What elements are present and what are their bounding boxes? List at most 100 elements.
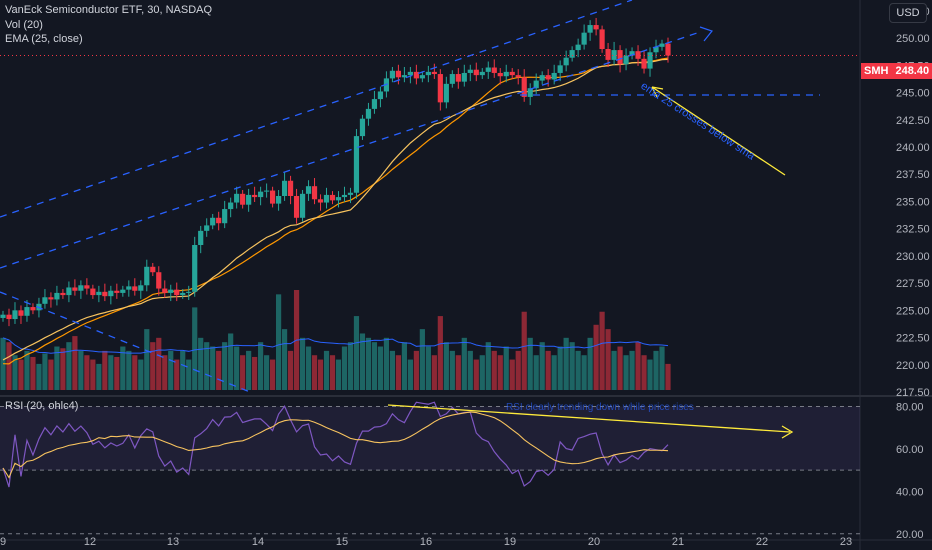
candle-body — [491, 67, 497, 73]
candle-body — [413, 71, 419, 79]
candle-body — [569, 50, 575, 58]
crossover-arrowhead — [651, 86, 664, 98]
candle-body — [24, 307, 30, 316]
volume-bar — [287, 350, 294, 390]
volume-bar — [84, 355, 90, 390]
candle-body — [365, 108, 372, 119]
volume-bar — [425, 346, 431, 390]
candle-body — [90, 288, 96, 296]
candle-body — [449, 74, 455, 84]
volume-bar — [120, 346, 126, 390]
candle-body — [78, 285, 84, 291]
time-tick-label: 23 — [840, 536, 852, 548]
volume-bar — [443, 342, 449, 390]
candle-body — [240, 193, 246, 205]
volume-bar — [234, 346, 240, 390]
volume-bar — [437, 316, 443, 390]
price-tick-label: 250.00 — [896, 33, 930, 45]
price-tick-label: 217.50 — [896, 387, 930, 399]
candle-body — [611, 50, 617, 60]
price-tag-symbol: SMH — [861, 63, 892, 79]
candle-body — [593, 25, 599, 30]
candle-body — [174, 289, 180, 296]
candle-body — [629, 51, 635, 56]
volume-bar — [24, 350, 30, 390]
price-tick-label: 242.50 — [896, 115, 930, 127]
volume-bar — [138, 359, 144, 390]
candle-body — [581, 32, 587, 45]
volume-bar — [575, 350, 581, 390]
volume-bar — [258, 342, 264, 390]
candle-body — [120, 289, 126, 293]
volume-bar — [353, 316, 360, 390]
volume-bar — [180, 350, 186, 390]
volume-bar — [174, 359, 180, 390]
channel-lower-line — [0, 31, 701, 269]
rsi-trend-annotation[interactable]: RSI clearly trending down while price ri… — [506, 402, 694, 413]
volume-bar — [431, 355, 437, 390]
candle-body — [401, 75, 407, 78]
candle-body — [461, 72, 467, 82]
candle-body — [305, 186, 312, 194]
volume-bar — [12, 355, 18, 390]
last-price-tag: SMH 248.40 — [861, 63, 932, 79]
volume-bar — [108, 355, 114, 390]
volume-bar — [605, 329, 611, 390]
volume-bar — [407, 359, 413, 390]
volume-bar — [479, 355, 485, 390]
volume-bar — [42, 353, 48, 390]
volume-bar — [198, 337, 204, 390]
volume-bar — [216, 350, 222, 390]
volume-bar — [48, 359, 54, 390]
candle-body — [287, 180, 294, 196]
candle-body — [156, 272, 162, 289]
candle-body — [72, 287, 78, 291]
rsi-tick-label: 60.00 — [896, 444, 924, 456]
candle-body — [443, 83, 449, 103]
currency-button[interactable]: USD — [889, 3, 927, 23]
candle-body — [42, 297, 48, 304]
candle-body — [527, 88, 533, 97]
time-tick-label: 21 — [672, 536, 684, 548]
candle-body — [653, 46, 659, 53]
candle-body — [485, 67, 491, 72]
volume-bar — [114, 356, 120, 390]
volume-bar — [329, 355, 336, 390]
ema-legend[interactable]: EMA (25, close) — [5, 33, 83, 45]
candle-body — [545, 75, 551, 80]
volume-legend[interactable]: Vol (20) — [5, 19, 43, 31]
volume-bar — [6, 342, 12, 390]
rsi-ma-line — [2, 411, 669, 479]
volume-bar — [36, 363, 42, 390]
candle-body — [6, 314, 12, 320]
volume-bar — [557, 346, 563, 390]
price-tick-label: 222.50 — [896, 333, 930, 345]
candle-body — [204, 225, 210, 231]
volume-bar — [617, 346, 623, 390]
sma-line — [2, 57, 669, 365]
candle-body — [521, 77, 527, 97]
volume-bar — [323, 350, 330, 390]
candle-body — [48, 297, 54, 300]
time-tick-label: 12 — [84, 536, 96, 548]
volume-bar — [659, 346, 665, 390]
candle-body — [431, 71, 437, 75]
volume-bar — [521, 311, 527, 390]
candle-body — [252, 194, 258, 198]
volume-bar — [305, 346, 312, 390]
rsi-line — [2, 401, 669, 488]
candle-body — [605, 49, 611, 60]
candle-body — [269, 190, 276, 204]
rsi-band-background — [0, 406, 860, 471]
rsi-legend[interactable]: RSI (20, ohlc4) — [5, 400, 79, 412]
candle-body — [437, 74, 443, 103]
candle-body — [96, 291, 102, 296]
volume-bar — [629, 350, 635, 390]
volume-bar — [96, 363, 102, 390]
candle-body — [497, 72, 503, 77]
volume-bar — [587, 337, 593, 390]
candle-body — [18, 310, 24, 316]
rsi-tick-label: 80.00 — [896, 401, 924, 413]
